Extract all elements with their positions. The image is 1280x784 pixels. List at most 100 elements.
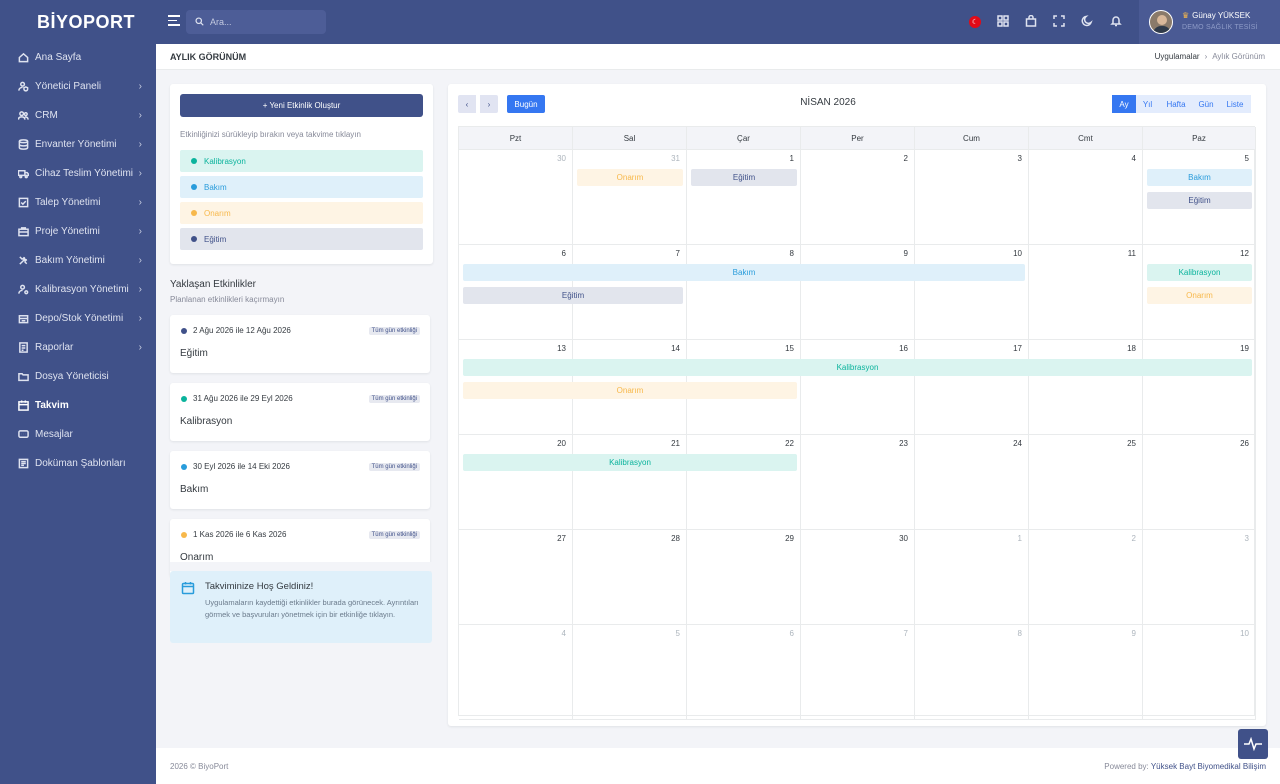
user-profile[interactable]: ♛ Günay YÜKSEK DEMO SAĞLIK TESİSİ [1139,0,1280,44]
search-input[interactable] [210,17,320,27]
day-cell[interactable]: 2 [801,150,915,245]
view-gün-button[interactable]: Gün [1193,95,1219,113]
apps-grid-icon[interactable] [996,14,1010,28]
day-cell[interactable]: 5 [1143,150,1256,245]
calendar-event[interactable]: Eğitim [463,287,683,304]
day-cell[interactable]: 30 [801,530,915,625]
draggable-event-1[interactable]: Bakım [180,176,423,198]
calendar-event[interactable]: Bakım [1147,169,1252,186]
day-cell[interactable]: 21 [573,435,687,530]
day-cell[interactable]: 2 [1029,530,1143,625]
day-cell[interactable]: 1 [687,150,801,245]
prev-month-button[interactable]: ‹ [458,95,476,113]
day-number: 10 [1240,629,1249,638]
fullscreen-icon[interactable] [1052,14,1066,28]
view-hafta-button[interactable]: Hafta [1159,95,1193,113]
day-cell[interactable]: 31 [573,150,687,245]
draggable-event-2[interactable]: Onarım [180,202,423,224]
calendar-event[interactable]: Onarım [463,382,797,399]
day-cell[interactable]: 12 [1143,245,1256,340]
day-cell[interactable]: 23 [801,435,915,530]
today-button[interactable]: Bugün [507,95,545,113]
view-liste-button[interactable]: Liste [1219,95,1251,113]
calendar-event[interactable]: Kalibrasyon [463,359,1252,376]
calendar-event[interactable]: Eğitim [691,169,797,186]
day-cell[interactable]: 29 [687,530,801,625]
view-ay-button[interactable]: Ay [1112,95,1136,113]
sidebar-item-13[interactable]: Mesajlar [0,420,156,449]
day-cell[interactable]: 5 [573,625,687,720]
calendar-event[interactable]: Onarım [1147,287,1252,304]
sidebar-item-7[interactable]: Bakım Yönetimi › [0,246,156,275]
sidebar-item-9[interactable]: Depo/Stok Yönetimi › [0,304,156,333]
day-cell[interactable]: 4 [1029,150,1143,245]
day-cell[interactable]: 22 [687,435,801,530]
new-event-button[interactable]: + Yeni Etkinlik Oluştur [180,94,423,117]
day-cell[interactable]: 25 [1029,435,1143,530]
turkish-flag-icon[interactable]: ☾ [969,16,981,28]
upcoming-event[interactable]: 30 Eyl 2026 ile 14 Eki 2026 Tüm gün etkin… [170,451,430,509]
day-cell[interactable]: 11 [1029,245,1143,340]
sidebar-item-4[interactable]: Cihaz Teslim Yönetimi › [0,159,156,188]
user-shield-icon [17,81,29,93]
day-cell[interactable]: 7 [801,625,915,720]
upcoming-event[interactable]: 2 Ağu 2026 ile 12 Ağu 2026 Tüm gün etkinl… [170,315,430,373]
draggable-event-3[interactable]: Eğitim [180,228,423,250]
view-yıl-button[interactable]: Yıl [1136,95,1159,113]
upcoming-event[interactable]: 31 Ağu 2026 ile 29 Eyl 2026 Tüm gün etkin… [170,383,430,441]
day-cell[interactable]: 18 [1029,340,1143,435]
dark-mode-moon-icon[interactable] [1080,14,1094,28]
calendar-event[interactable]: Kalibrasyon [1147,264,1252,281]
sidebar-item-5[interactable]: Talep Yönetimi › [0,188,156,217]
day-cell[interactable]: 7 [573,245,687,340]
day-cell[interactable]: 17 [915,340,1029,435]
day-cell[interactable]: 8 [915,625,1029,720]
calendar-event[interactable]: Bakım [463,264,1025,281]
sidebar-item-8[interactable]: Kalibrasyon Yönetimi › [0,275,156,304]
hamburger-menu-icon[interactable] [168,15,180,27]
sidebar-item-2[interactable]: CRM › [0,101,156,130]
sidebar-item-6[interactable]: Proje Yönetimi › [0,217,156,246]
day-cell[interactable]: 30 [459,150,573,245]
shopping-bag-icon[interactable] [1024,14,1038,28]
day-cell[interactable]: 6 [687,625,801,720]
day-cell[interactable]: 26 [1143,435,1256,530]
day-cell[interactable]: 27 [459,530,573,625]
heartbeat-fab-icon[interactable] [1238,729,1268,759]
day-cell[interactable]: 1 [915,530,1029,625]
calendar-event[interactable]: Eğitim [1147,192,1252,209]
calendar-event[interactable]: Kalibrasyon [463,454,797,471]
sidebar-item-10[interactable]: Raporlar › [0,333,156,362]
sidebar-item-1[interactable]: Yönetici Paneli › [0,72,156,101]
search-box[interactable] [186,10,326,34]
next-month-button[interactable]: › [480,95,498,113]
day-cell[interactable]: 28 [573,530,687,625]
day-cell[interactable]: 10 [1143,625,1256,720]
sidebar-item-14[interactable]: Doküman Şablonları [0,449,156,478]
brand-logo[interactable]: BİYOPORT [37,11,136,32]
sidebar-item-3[interactable]: Envanter Yönetimi › [0,130,156,159]
day-cell[interactable]: 19 [1143,340,1256,435]
day-cell[interactable]: 9 [801,245,915,340]
day-cell[interactable]: 16 [801,340,915,435]
home-icon [17,52,29,64]
sidebar-item-0[interactable]: Ana Sayfa [0,43,156,72]
calendar-event[interactable]: Onarım [577,169,683,186]
day-cell[interactable]: 15 [687,340,801,435]
day-cell[interactable]: 8 [687,245,801,340]
day-cell[interactable]: 3 [915,150,1029,245]
day-cell[interactable]: 24 [915,435,1029,530]
breadcrumb-current: Aylık Görünüm [1212,52,1265,61]
sidebar-item-12[interactable]: Takvim [0,391,156,420]
company-link[interactable]: Yüksek Bayt Biyomedikal Bilişim [1150,761,1266,771]
notification-bell-icon[interactable] [1109,14,1123,28]
day-cell[interactable]: 9 [1029,625,1143,720]
draggable-event-0[interactable]: Kalibrasyon [180,150,423,172]
sidebar-item-11[interactable]: Dosya Yöneticisi [0,362,156,391]
day-number: 9 [903,249,908,258]
day-cell[interactable]: 20 [459,435,573,530]
day-cell[interactable]: 4 [459,625,573,720]
day-cell[interactable]: 10 [915,245,1029,340]
breadcrumb-apps[interactable]: Uygulamalar [1154,52,1200,61]
day-cell[interactable]: 3 [1143,530,1256,625]
